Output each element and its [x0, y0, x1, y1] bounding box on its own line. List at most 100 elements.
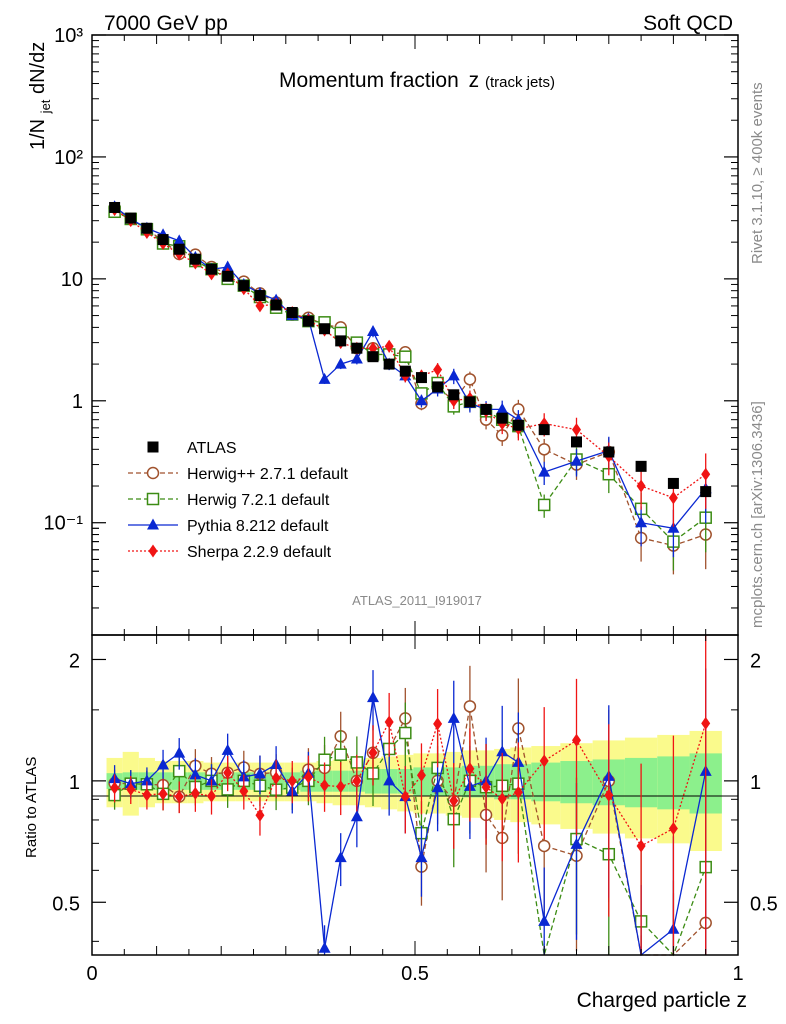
main-title-text: Momentum fraction	[279, 69, 459, 92]
point-pythia	[367, 325, 380, 337]
point-atlas	[254, 290, 266, 302]
point-atlas	[335, 335, 347, 347]
header-process-label: Soft QCD	[643, 12, 733, 35]
ratio-point-sherpa	[481, 780, 491, 794]
ratio-point-sherpa	[158, 787, 168, 801]
ratio-point-sherpa	[701, 716, 711, 730]
ratio-y-axis-title: Ratio to ATLAS	[23, 757, 40, 858]
point-herwig7	[399, 350, 412, 363]
point-sherpa	[668, 491, 678, 505]
legend-marker-herwigpp	[146, 466, 160, 480]
point-atlas	[512, 419, 524, 431]
point-herwigpp	[537, 443, 551, 456]
ratio-panel-series	[108, 635, 712, 957]
point-atlas	[125, 212, 137, 224]
ratio-point-sherpa	[352, 774, 362, 788]
point-pythia	[173, 234, 186, 246]
y-tick-label: 10³	[54, 25, 83, 47]
point-atlas	[141, 222, 153, 234]
legend-marker-herwig7	[146, 492, 160, 506]
ratio-point-pythia	[383, 774, 396, 786]
ratio-point-pythia	[253, 767, 266, 779]
ratio-point-sherpa	[303, 770, 313, 784]
header-energy-label: 7000 GeV pp	[104, 12, 228, 35]
point-atlas	[270, 299, 282, 311]
point-pythia	[538, 465, 551, 477]
point-sherpa	[572, 423, 581, 437]
ratio-point-sherpa	[539, 754, 549, 768]
point-atlas	[351, 342, 363, 354]
point-atlas	[383, 358, 395, 370]
point-atlas	[667, 477, 679, 489]
ratio-point-pythia	[538, 914, 551, 926]
x-tick-label: 1	[732, 963, 743, 985]
point-sherpa	[433, 363, 443, 377]
ratio-point-sherpa	[449, 794, 459, 808]
x-axis-title: Charged particle z	[577, 989, 747, 1012]
ratio-point-pythia	[221, 743, 234, 755]
point-atlas	[302, 315, 314, 327]
ratio-y-tick-label-right: 0.5	[750, 893, 778, 915]
point-atlas	[464, 396, 476, 408]
point-atlas	[496, 412, 508, 424]
ratio-point-sherpa	[239, 784, 249, 798]
point-sherpa	[636, 479, 646, 493]
ratio-point-sherpa	[223, 766, 233, 780]
analysis-label: ATLAS_2011_I919017	[352, 593, 482, 608]
y-tick-label: 1	[72, 391, 83, 413]
point-atlas	[635, 460, 647, 472]
ratio-point-sherpa	[110, 781, 120, 795]
ratio-point-pythia	[189, 768, 202, 780]
ratio-point-sherpa	[604, 788, 614, 802]
ratio-panel-ticks: 0 0.5 1 0.5 0.5 1 1 2 2	[52, 635, 778, 985]
y-axis-title-prefix: 1/N	[27, 119, 49, 150]
legend-label-pythia: Pythia 8.212 default	[187, 518, 329, 535]
ratio-point-herwigpp	[537, 839, 551, 853]
point-pythia	[447, 369, 460, 381]
legend-label-herwigpp: Herwig++ 2.7.1 default	[187, 466, 349, 483]
point-atlas	[432, 381, 444, 393]
point-atlas	[222, 270, 234, 282]
point-atlas	[480, 403, 492, 415]
ratio-point-sherpa	[255, 808, 265, 822]
point-pythia	[318, 372, 331, 384]
ratio-point-sherpa	[142, 788, 152, 802]
ratio-point-sherpa	[287, 774, 297, 788]
point-atlas	[399, 365, 411, 377]
point-atlas	[189, 253, 201, 265]
ratio-y-tick-label: 1	[69, 772, 80, 794]
point-atlas	[109, 201, 121, 213]
x-tick-label: 0.5	[401, 963, 429, 985]
point-atlas	[206, 263, 218, 275]
legend-marker-pythia	[147, 518, 159, 530]
ratio-point-pythia	[140, 774, 153, 786]
ratio-point-pythia	[496, 745, 509, 757]
point-atlas	[700, 486, 712, 498]
point-pythia	[496, 402, 509, 414]
point-atlas	[157, 234, 169, 246]
y-tick-label: 10⁻¹	[44, 513, 84, 535]
ratio-point-sherpa	[384, 715, 394, 729]
legend-marker-atlas	[147, 441, 159, 453]
legend-label-sherpa: Sherpa 2.2.9 default	[187, 544, 332, 561]
point-atlas	[603, 446, 615, 458]
ratio-point-sherpa	[400, 790, 410, 804]
point-pythia	[221, 260, 234, 272]
ratio-point-herwig7	[399, 726, 412, 740]
rivet-version-label: Rivet 3.1.10, ≥ 400k events	[749, 82, 766, 264]
ratio-point-pythia	[334, 851, 347, 863]
main-panel-series	[108, 200, 712, 575]
main-title-subscript: (track jets)	[485, 74, 555, 91]
ratio-point-sherpa	[368, 746, 378, 760]
ratio-y-tick-label-right: 2	[750, 650, 761, 672]
ratio-point-herwig7	[334, 748, 347, 761]
ratio-point-sherpa	[497, 792, 507, 806]
legend-label-atlas: ATLAS	[187, 440, 237, 457]
point-atlas	[571, 436, 582, 448]
ratio-point-pythia	[415, 851, 428, 863]
ratio-point-sherpa	[465, 762, 475, 776]
ratio-point-pythia	[367, 691, 380, 703]
ratio-point-pythia	[173, 746, 186, 758]
ratio-point-pythia	[447, 711, 460, 723]
